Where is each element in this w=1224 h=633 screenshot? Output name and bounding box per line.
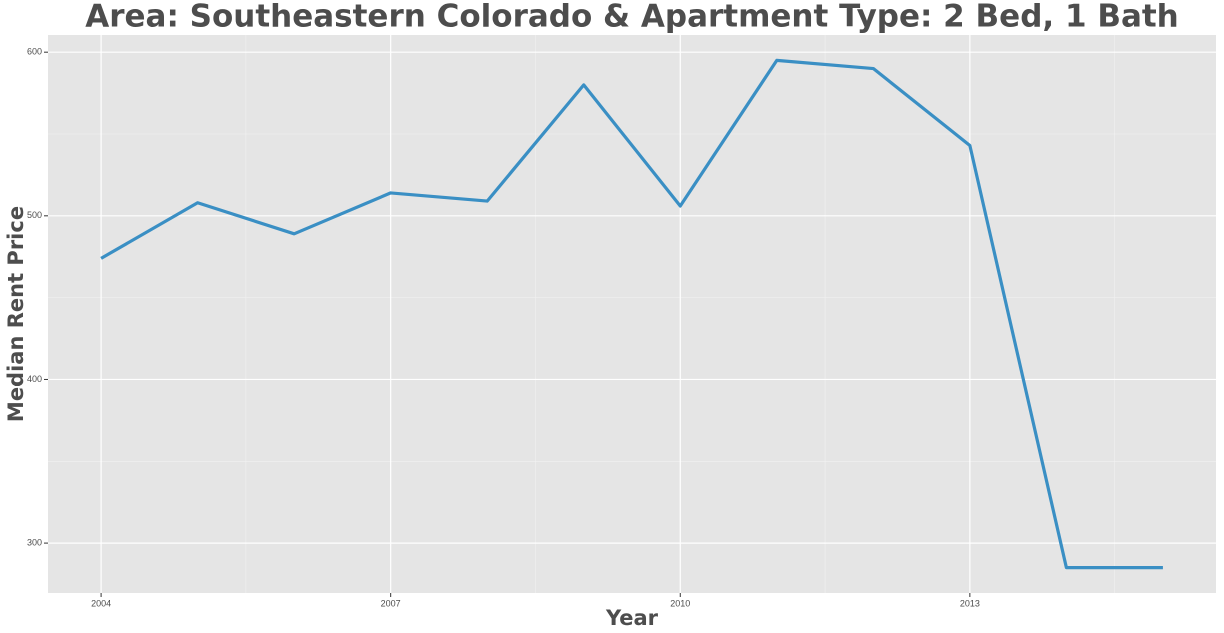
x-axis-title: Year [605,606,659,630]
y-tick-label: 600 [27,47,42,57]
x-tick-label: 2004 [91,598,111,608]
chart-title: Area: Southeastern Colorado & Apartment … [85,0,1179,35]
x-tick-label: 2007 [381,598,401,608]
marks [100,58,1163,570]
y-tick-label: 400 [27,374,42,384]
y-tick-label: 500 [27,210,42,220]
y-axis-title: Median Rent Price [4,206,28,422]
x-tick-label: 2013 [960,598,980,608]
x-tick-label: 2010 [670,598,690,608]
plot-panel [48,35,1216,593]
y-tick-label: 300 [27,537,42,547]
line [100,58,1163,570]
